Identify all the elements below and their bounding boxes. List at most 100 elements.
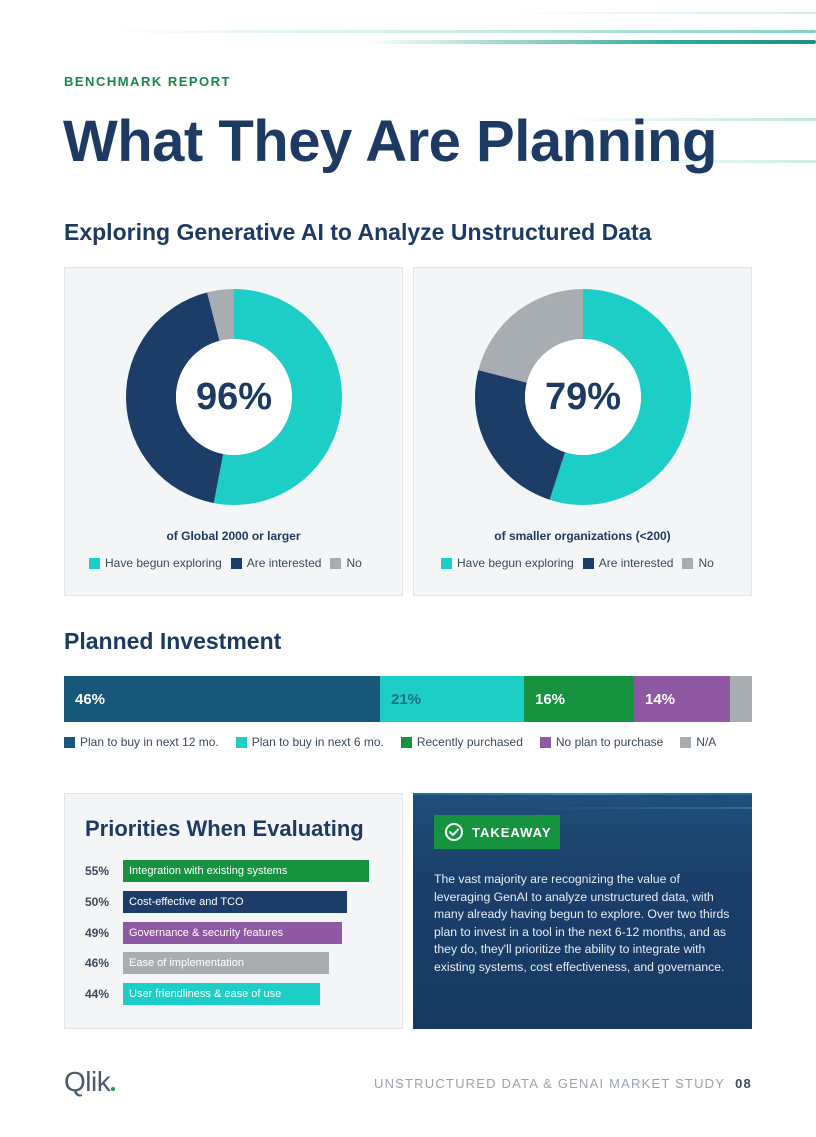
takeaway-badge-label: TAKEAWAY [472,824,552,840]
legend-label: Have begun exploring [457,556,574,570]
donut-legend: Have begun exploring Are interested No [441,556,714,570]
legend-swatch [330,557,342,569]
legend-item: No plan to purchase [539,735,664,749]
logo-dot [111,1087,116,1091]
donut-chart-smaller [475,289,691,505]
donut-center-value: 79% [544,376,622,418]
legend-item: Recently purchased [400,735,523,749]
legend-item: Are interested [582,556,674,570]
priority-percent: 49% [85,925,110,940]
priority-label: Integration with existing systems [129,865,288,877]
donut-caption: of Global 2000 or larger [166,529,301,543]
footer: UNSTRUCTURED DATA & GENAI MARKET STUDY 08 [374,1076,752,1091]
takeaway-streak [533,807,752,809]
donut-chart-global [126,289,342,505]
eyebrow-label: BENCHMARK REPORT [64,74,231,89]
takeaway-streak [413,793,752,795]
logo-text: Qlik [64,1066,111,1097]
legend-item: N/A [680,735,716,749]
legend-label: Plan to buy in next 6 mo. [251,735,384,749]
legend-swatch [230,557,242,569]
takeaway-panel: TAKEAWAY The vast majority are recognizi… [413,793,752,1029]
priority-label: User friendliness & ease of use [129,988,282,1001]
legend-item: No [330,556,362,570]
donut-caption: of smaller organizations (<200) [494,529,671,543]
donut-hole [525,339,641,455]
legend-swatch [400,736,412,748]
legend-swatch [235,736,247,748]
legend-label: Are interested [246,556,322,570]
legend-swatch [89,557,100,569]
legend-label: N/A [696,735,717,749]
investment-segment [730,676,752,722]
legend-item: Have begun exploring [89,556,222,570]
priority-row: 46% Ease of implementation [85,952,329,975]
page-number: 08 [735,1076,752,1091]
takeaway-text: The vast majority are recognizing the va… [434,872,730,974]
legend-item: Are interested [230,556,322,570]
priority-bar: Ease of implementation [123,952,329,975]
priority-percent: 46% [85,956,110,971]
donut-slice-have-begun-exploring [213,289,342,505]
priority-label: Ease of implementation [129,957,244,970]
priority-bar: Governance & security features [123,921,342,944]
priority-bar: Integration with existing systems [123,860,369,882]
legend-swatch [539,736,551,748]
page-title: What They Are Planning [63,109,717,174]
check-circle-icon [445,823,463,841]
priority-row: 55% Integration with existing systems [85,860,369,882]
legend-label: Are interested [598,556,674,570]
investment-segment: 16% [524,676,634,722]
donut-slice-are-interested [126,292,224,504]
donut-slice-have-begun-exploring [549,289,691,505]
priority-row: 49% Governance & security features [85,921,342,944]
legend-label: No [698,556,714,570]
legend-swatch [682,557,694,569]
donut-slice-are-interested [475,370,566,500]
priorities-card: Priorities When Evaluating 55% Integratio… [64,793,403,1029]
footer-study-title: UNSTRUCTURED DATA & GENAI MARKET STUDY [373,1076,726,1091]
investment-segment: 46% [64,676,380,722]
legend-swatch [680,736,692,748]
legend-swatch [441,557,452,569]
legend-item: Plan to buy in next 12 mo. [64,735,219,749]
legend-label: No plan to purchase [555,735,664,749]
investment-segment: 21% [380,676,524,722]
section-heading-exploring: Exploring Generative AI to Analyze Unstr… [64,219,652,245]
donut-center-value: 96% [195,376,273,418]
priority-percent: 44% [85,987,110,1002]
section-heading-investment: Planned Investment [64,628,282,654]
donut-hole [176,339,292,455]
legend-item: Have begun exploring [441,556,574,570]
priority-row: 50% Cost-effective and TCO [85,890,347,913]
qlik-logo: Qlik [64,1066,116,1098]
legend-label: Have begun exploring [105,556,222,570]
investment-segment: 14% [634,676,730,722]
legend-item: Plan to buy in next 6 mo. [235,735,384,749]
donut-slice-no [207,289,234,341]
legend-swatch [582,557,594,569]
legend-item: No [682,556,714,570]
legend-label: No [346,556,362,570]
legend-swatch [64,736,75,748]
priorities-heading: Priorities When Evaluating [85,816,364,841]
legend-label: Plan to buy in next 12 mo. [80,735,219,749]
investment-segment-label: 14% [645,690,676,708]
priority-label: Governance & security features [129,926,284,939]
donut-card-smaller: 79% of smaller organizations (<200) Have… [413,267,752,596]
takeaway-badge: TAKEAWAY [434,815,560,849]
donut-card-global: 96% of Global 2000 or larger Have begun … [64,267,403,596]
investment-legend: Plan to buy in next 12 mo. Plan to buy in… [64,735,716,749]
investment-segment-label: 21% [391,690,422,708]
priority-bar: User friendliness & ease of use [123,983,320,1006]
investment-segment-label: 16% [535,690,566,708]
priority-percent: 55% [85,864,110,878]
priority-row: 44% User friendliness & ease of use [85,983,320,1006]
investment-segment-label: 46% [75,690,106,708]
legend-label: Recently purchased [416,735,523,749]
investment-stacked-bar: 46% 21% 16% 14% [64,676,752,722]
donut-slice-no [478,289,583,383]
priority-percent: 50% [85,894,110,909]
donut-legend: Have begun exploring Are interested No [89,556,362,570]
priority-label: Cost-effective and TCO [129,895,244,908]
